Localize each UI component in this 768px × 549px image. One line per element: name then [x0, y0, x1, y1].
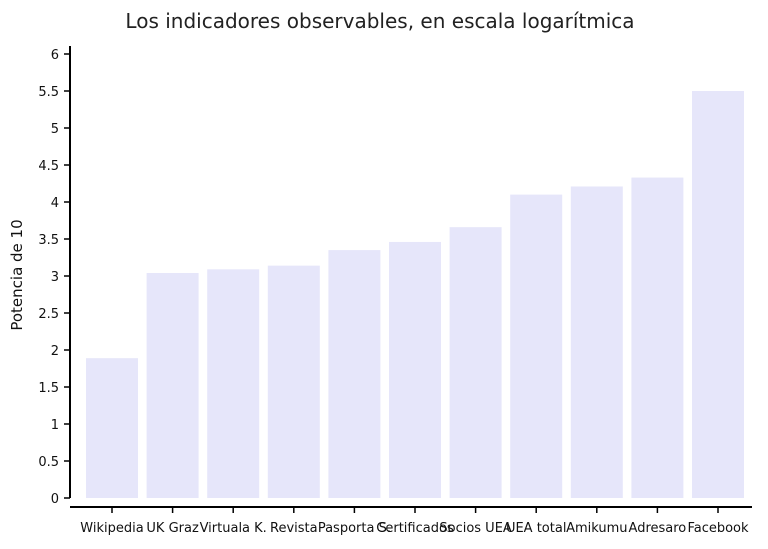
bar-8 — [570, 186, 623, 498]
y-axis: 0 0.5 1 1.5 2 2.5 3 3.5 4 4.5 5 5.5 6 — [38, 46, 71, 507]
bar-9 — [631, 177, 684, 498]
bar-1 — [146, 273, 199, 498]
y-tick-label: 2 — [51, 344, 59, 359]
y-axis-title: Potencia de 10 — [8, 219, 26, 330]
x-tick-label: Certificados — [376, 521, 454, 536]
y-tick-label: 1 — [51, 418, 59, 433]
x-tick-label: Amikumu — [566, 521, 627, 536]
x-tick-label: Wikipedia — [80, 521, 143, 536]
x-tick-label: UEA total — [506, 521, 566, 536]
y-tick-label: 4.5 — [38, 159, 59, 174]
bar-6 — [449, 227, 502, 498]
y-tick-label: 3 — [51, 270, 59, 285]
y-tick-label: 6 — [51, 48, 59, 63]
chart-title: Los indicadores observables, en escala l… — [125, 9, 634, 33]
bar-2 — [207, 269, 260, 498]
y-tick-label: 1.5 — [38, 381, 59, 396]
y-tick-label: 3.5 — [38, 233, 59, 248]
x-tick-label: Pasporta S. — [318, 521, 391, 536]
x-tick-label: Adresaro — [629, 521, 687, 536]
bar-4 — [328, 250, 381, 498]
bar-3 — [267, 265, 320, 498]
y-tick-label: 2.5 — [38, 307, 59, 322]
x-tick-label: Facebook — [687, 521, 749, 536]
x-tick-label: Socios UEA — [439, 521, 512, 536]
x-axis: Wikipedia UK Graz Virtuala K. Revista Paspor… — [70, 506, 752, 536]
y-tick-label: 0.5 — [38, 455, 59, 470]
y-tick-label: 4 — [51, 196, 59, 211]
x-tick-label: UK Graz — [146, 521, 199, 536]
y-tick-label: 0 — [51, 492, 59, 507]
bars-group — [86, 91, 744, 498]
y-tick-label: 5 — [51, 122, 59, 137]
bar-5 — [389, 241, 441, 498]
bar-0 — [86, 358, 138, 498]
y-tick-label: 5.5 — [38, 85, 59, 100]
x-tick-label: Revista — [270, 521, 318, 536]
x-tick-label: Virtuala K. — [200, 521, 267, 536]
bar-10 — [692, 91, 744, 498]
bar-7 — [510, 194, 563, 498]
